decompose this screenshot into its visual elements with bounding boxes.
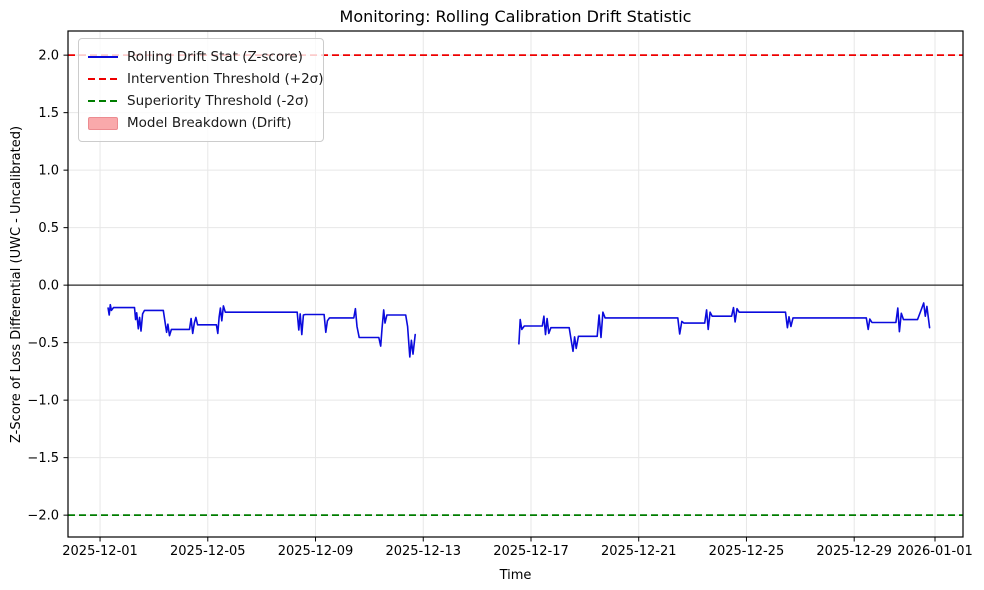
legend-item-intervention-threshold: Intervention Threshold (+2σ): [88, 68, 324, 90]
red-dashed-line-swatch-icon: [88, 78, 118, 80]
x-tick-label: 2025-12-17: [493, 544, 569, 559]
blue-line-swatch-icon: [88, 56, 118, 58]
legend-item-superiority-threshold: Superiority Threshold (-2σ): [88, 90, 314, 112]
y-tick-label: −0.5: [27, 336, 59, 351]
y-axis-label: Z-Score of Loss Differential (UWC - Unca…: [9, 125, 24, 443]
drift-stat-line: [518, 302, 931, 353]
legend-item-model-breakdown: Model Breakdown (Drift): [88, 112, 314, 134]
plot-frame: [67, 30, 964, 538]
y-tick-label: 0.5: [38, 221, 59, 236]
y-tick-label: 1.5: [38, 106, 59, 121]
x-tick-label: 2025-12-05: [170, 544, 246, 559]
chart-title: Monitoring: Rolling Calibration Drift St…: [339, 7, 692, 26]
x-tick-label: 2025-12-09: [278, 544, 354, 559]
x-tick-label: 2025-12-29: [816, 544, 892, 559]
y-tick-label: −2.0: [27, 509, 59, 524]
legend: Rolling Drift Stat (Z-score) Interventio…: [78, 38, 324, 142]
pink-patch-swatch-icon: [88, 116, 118, 130]
y-tick-label: −1.0: [27, 394, 59, 409]
legend-label: Rolling Drift Stat (Z-score): [127, 49, 303, 65]
x-tick-label: 2026-01-01: [897, 544, 973, 559]
x-tick-label: 2025-12-01: [62, 544, 138, 559]
x-tick-label: 2025-12-21: [601, 544, 677, 559]
y-tick-label: −1.5: [27, 451, 59, 466]
green-dashed-line-swatch-icon: [88, 100, 118, 102]
y-tick-label: 2.0: [38, 49, 59, 64]
legend-item-rolling-drift: Rolling Drift Stat (Z-score): [88, 46, 314, 68]
x-axis-label: Time: [499, 568, 532, 583]
y-tick-label: 0.0: [38, 279, 59, 294]
legend-label: Model Breakdown (Drift): [127, 115, 292, 131]
legend-label: Superiority Threshold (-2σ): [127, 93, 309, 109]
x-tick-label: 2025-12-25: [709, 544, 785, 559]
x-tick-label: 2025-12-13: [385, 544, 461, 559]
drift-stat-line: [107, 303, 417, 358]
y-tick-label: 1.0: [38, 164, 59, 179]
legend-label: Intervention Threshold (+2σ): [127, 71, 324, 87]
